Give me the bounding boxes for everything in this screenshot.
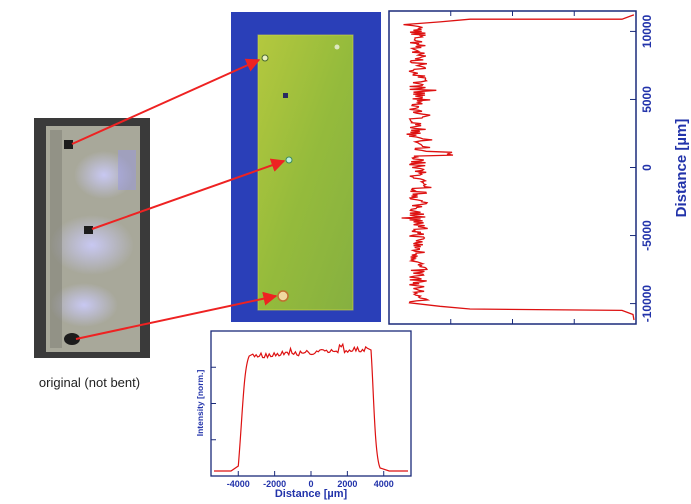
- vertical-tick-label: 10000: [640, 14, 654, 48]
- intensity-map: [231, 12, 381, 322]
- arrows: [71, 58, 286, 340]
- vertical-profile-ylabel: Distance [µm]: [673, 119, 690, 218]
- horizontal-tick-label: 2000: [337, 479, 357, 489]
- original-sample-photo: [34, 118, 150, 358]
- horizontal-tick-label: -4000: [227, 479, 250, 489]
- horizontal-profile-xlabel: Distance [µm]: [275, 488, 348, 500]
- original-caption: original (not bent): [38, 375, 141, 390]
- arrow-middle: [91, 158, 286, 230]
- horizontal-profile-ylabel: Intensity [norm.]: [195, 370, 205, 437]
- arrow-top: [71, 58, 261, 145]
- vertical-tick-label: 0: [640, 164, 654, 171]
- vertical-profile-frame: [388, 10, 637, 325]
- horizontal-tick-label: 0: [308, 479, 313, 489]
- arrow-bottom: [75, 291, 278, 340]
- vertical-profile-chart: 10000 5000 0 -5000 -10000 Distance [µm]: [388, 10, 690, 325]
- horizontal-profile-frame: [210, 330, 412, 477]
- horizontal-tick-label: 4000: [374, 479, 394, 489]
- horizontal-tick-label: -2000: [263, 479, 286, 489]
- vertical-profile-line: [401, 14, 635, 321]
- vertical-tick-label: -5000: [640, 220, 654, 251]
- horizontal-profile-chart: -4000 -2000 0 2000 4000 Distance [µm] Intens…: [195, 330, 412, 500]
- horizontal-profile-line: [214, 342, 408, 472]
- vertical-tick-label: 5000: [640, 86, 654, 113]
- vertical-tick-label: -10000: [640, 285, 654, 323]
